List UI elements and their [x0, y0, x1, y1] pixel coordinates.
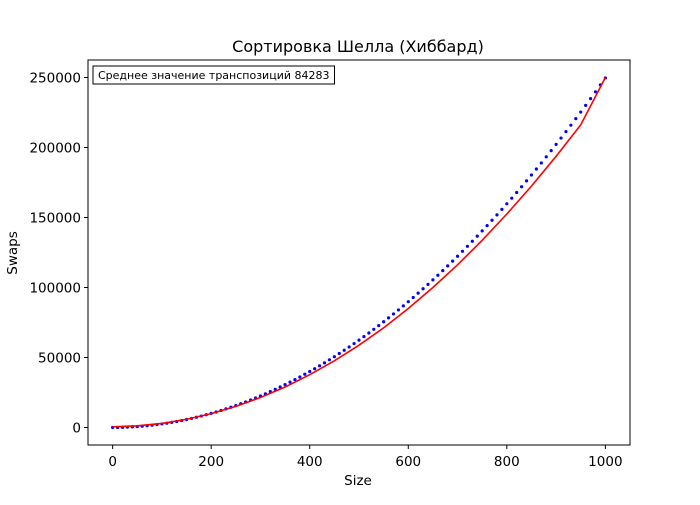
- y-tick-label: 150000: [29, 211, 81, 227]
- y-tick-label: 50000: [38, 351, 81, 367]
- data-point: [559, 136, 563, 140]
- data-point: [446, 264, 450, 268]
- data-point: [421, 287, 425, 291]
- data-point: [337, 351, 341, 356]
- data-point: [549, 149, 553, 153]
- data-point: [293, 377, 297, 382]
- data-point: [539, 161, 543, 165]
- data-point: [377, 323, 381, 328]
- data-point: [480, 229, 484, 233]
- y-tick-label: 250000: [29, 71, 81, 87]
- data-point: [569, 123, 573, 127]
- data-point: [288, 380, 292, 384]
- plot-frame: [87, 59, 631, 446]
- data-point: [342, 348, 346, 352]
- data-point: [352, 341, 356, 346]
- x-tick-label: 400: [297, 454, 323, 470]
- data-point: [529, 173, 534, 177]
- x-tick-label: 600: [395, 454, 421, 470]
- data-point: [411, 295, 415, 300]
- data-point: [470, 239, 474, 243]
- data-point: [524, 179, 529, 183]
- data-point: [574, 117, 578, 121]
- data-point: [441, 269, 445, 273]
- data-point: [475, 234, 479, 238]
- y-tick-label: 100000: [29, 281, 81, 297]
- data-point: [460, 249, 465, 253]
- data-point: [303, 372, 307, 376]
- data-point: [510, 196, 514, 200]
- data-point: [322, 361, 327, 365]
- data-point: [554, 142, 558, 146]
- data-point: [308, 369, 312, 374]
- data-point: [382, 320, 386, 324]
- data-point: [327, 358, 332, 362]
- data-point: [534, 167, 538, 171]
- data-point: [431, 278, 435, 282]
- data-point: [283, 383, 287, 387]
- data-point: [455, 254, 460, 258]
- data-point: [372, 327, 376, 331]
- data-point: [544, 155, 548, 159]
- data-point: [367, 331, 371, 335]
- data-point: [495, 213, 499, 217]
- data-point: [436, 273, 440, 277]
- data-point: [406, 300, 410, 304]
- y-tick-label: 200000: [29, 141, 81, 157]
- data-point: [347, 345, 351, 349]
- data-point: [579, 110, 583, 114]
- data-point: [401, 304, 405, 308]
- x-tick-label: 200: [198, 454, 224, 470]
- data-point: [278, 385, 282, 389]
- annotation-box: Среднее значение транспозиций 84283: [92, 65, 335, 85]
- data-point: [391, 312, 396, 316]
- data-point: [332, 355, 336, 359]
- x-tick-label: 1000: [588, 454, 622, 470]
- x-axis-label: Size: [344, 473, 372, 489]
- plot-area: 0 200 400 600 800 1000 0 50000 100000 150000 20000…: [29, 59, 631, 470]
- data-point: [386, 316, 391, 320]
- data-point: [357, 338, 361, 342]
- data-point: [317, 364, 322, 368]
- x-tick-label: 0: [108, 454, 117, 470]
- data-point: [500, 207, 504, 211]
- data-point: [396, 308, 401, 312]
- data-point: [505, 202, 509, 206]
- data-point: [426, 282, 430, 286]
- y-axis-label: Swaps: [5, 231, 21, 275]
- fit-line: [112, 77, 607, 428]
- data-point: [515, 190, 519, 195]
- data-point: [298, 375, 302, 379]
- data-point: [451, 259, 455, 263]
- annotation-frame: [92, 65, 335, 85]
- data-point: [485, 224, 489, 228]
- data-point: [416, 291, 420, 295]
- data-point: [490, 218, 494, 222]
- x-tick-label: 800: [494, 454, 520, 470]
- data-point: [362, 334, 366, 339]
- data-point: [593, 90, 598, 94]
- data-point: [564, 130, 568, 134]
- y-tick-label: 0: [72, 421, 81, 437]
- data-point: [584, 103, 588, 107]
- data-point: [465, 244, 469, 248]
- annotation-text: Среднее значение транспозиций 84283: [98, 69, 329, 82]
- data-point: [520, 185, 524, 189]
- data-point: [588, 97, 593, 101]
- data-point: [313, 367, 317, 371]
- chart-title: Сортировка Шелла (Хиббард): [232, 37, 484, 56]
